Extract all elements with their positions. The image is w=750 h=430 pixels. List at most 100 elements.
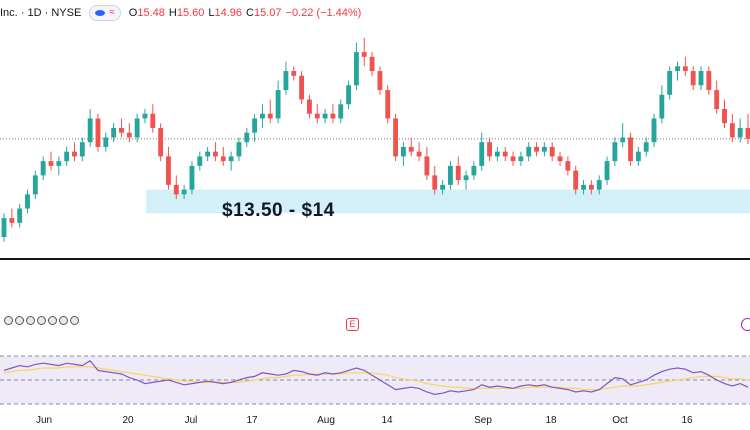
candle (158, 123, 164, 162)
candle-body (361, 52, 367, 57)
candle (393, 113, 399, 162)
candle-body (369, 56, 375, 72)
change-value: −0.22 (−1.44%) (285, 7, 362, 19)
candle (1, 213, 7, 242)
candle-body (557, 156, 563, 162)
candle (189, 161, 195, 195)
candle-body (440, 184, 445, 190)
candle (205, 146, 211, 162)
candle (220, 146, 226, 166)
dividend-event-icon[interactable] (741, 318, 750, 331)
indicator-dots[interactable] (4, 316, 79, 326)
candle-body (275, 90, 281, 119)
candle-body (72, 151, 77, 157)
candle-body (612, 142, 618, 162)
indicator-dot[interactable] (70, 316, 79, 325)
candle (745, 113, 750, 145)
candle-body (134, 118, 140, 138)
rsi-line (3, 360, 749, 396)
candle-body (322, 113, 328, 119)
candle (252, 113, 258, 143)
candle-body (643, 142, 649, 152)
candle-body (267, 113, 273, 119)
candle-body (447, 165, 453, 185)
candle-body (463, 175, 469, 181)
candle-body (25, 194, 30, 209)
indicator-dot[interactable] (15, 316, 24, 325)
candle (659, 85, 665, 124)
eye-icon[interactable] (95, 10, 106, 16)
candle-body (1, 218, 7, 238)
open-label: O (128, 7, 138, 19)
candle (150, 104, 156, 133)
candle (541, 142, 547, 157)
candle-body (628, 137, 633, 162)
candle-body (659, 94, 665, 119)
candle (260, 104, 265, 128)
candle (588, 180, 594, 195)
indicator-dot[interactable] (4, 316, 13, 325)
candle-body (64, 151, 70, 162)
candle-body (424, 156, 430, 176)
candle (338, 99, 344, 124)
earnings-event-icon[interactable]: E (346, 318, 359, 331)
candle-body (220, 156, 226, 162)
candle (103, 132, 109, 152)
candle-body (675, 66, 680, 72)
wave-icon[interactable]: ≈ (109, 7, 115, 18)
candle-body (502, 151, 508, 157)
rsi-pane[interactable] (0, 355, 750, 405)
candle-body (260, 113, 265, 119)
candle-body (299, 75, 305, 100)
candle-body (596, 180, 602, 190)
indicator-dot[interactable] (48, 316, 57, 325)
candle (690, 66, 696, 91)
candle (126, 123, 132, 143)
candle-body (32, 175, 38, 195)
x-tick-label: Aug (317, 415, 335, 426)
x-tick-label: 16 (681, 415, 693, 426)
candle (346, 80, 352, 109)
candle-body (330, 113, 336, 119)
legend-toggle[interactable]: ≈ (89, 5, 121, 21)
price-pane[interactable] (0, 37, 750, 260)
symbol-legend[interactable]: Inc. · 1D · NYSE ≈ O 15.48 H 15.60 L 14.96 … (0, 4, 361, 22)
candle-body (48, 161, 54, 166)
indicator-dot[interactable] (37, 316, 46, 325)
candle-body (79, 142, 85, 157)
candle-body (604, 161, 610, 181)
candle-body (549, 146, 555, 157)
candle (48, 151, 54, 171)
candle (134, 113, 140, 143)
candle (612, 137, 618, 166)
candle-body (722, 108, 727, 124)
candle-body (565, 161, 571, 171)
candle-body (189, 165, 195, 190)
candle-body (706, 71, 712, 91)
support-zone (146, 189, 750, 214)
candle (510, 151, 516, 166)
low-value: 14.96 (214, 7, 243, 19)
candle (213, 142, 218, 162)
candle (369, 52, 375, 76)
candle-body (158, 127, 164, 157)
candle-body (667, 71, 673, 95)
candle (142, 108, 148, 124)
candle-body (17, 208, 23, 223)
candle (424, 146, 430, 181)
open-value: 15.48 (137, 7, 165, 19)
x-tick-label: Jul (184, 415, 198, 426)
indicator-dot[interactable] (59, 316, 68, 325)
candle (408, 137, 414, 157)
time-axis[interactable]: Jun 20 Jul 17 Aug 14 Sep 18 Oct 16 (0, 410, 750, 430)
low-label: L (208, 7, 215, 19)
indicator-dot[interactable] (26, 316, 35, 325)
x-tick-label: 14 (381, 415, 393, 426)
candle (361, 37, 367, 67)
candle (119, 118, 124, 138)
candle-body (228, 156, 234, 162)
candle-body (541, 146, 547, 152)
candle-body (87, 118, 93, 143)
candle (314, 104, 320, 124)
